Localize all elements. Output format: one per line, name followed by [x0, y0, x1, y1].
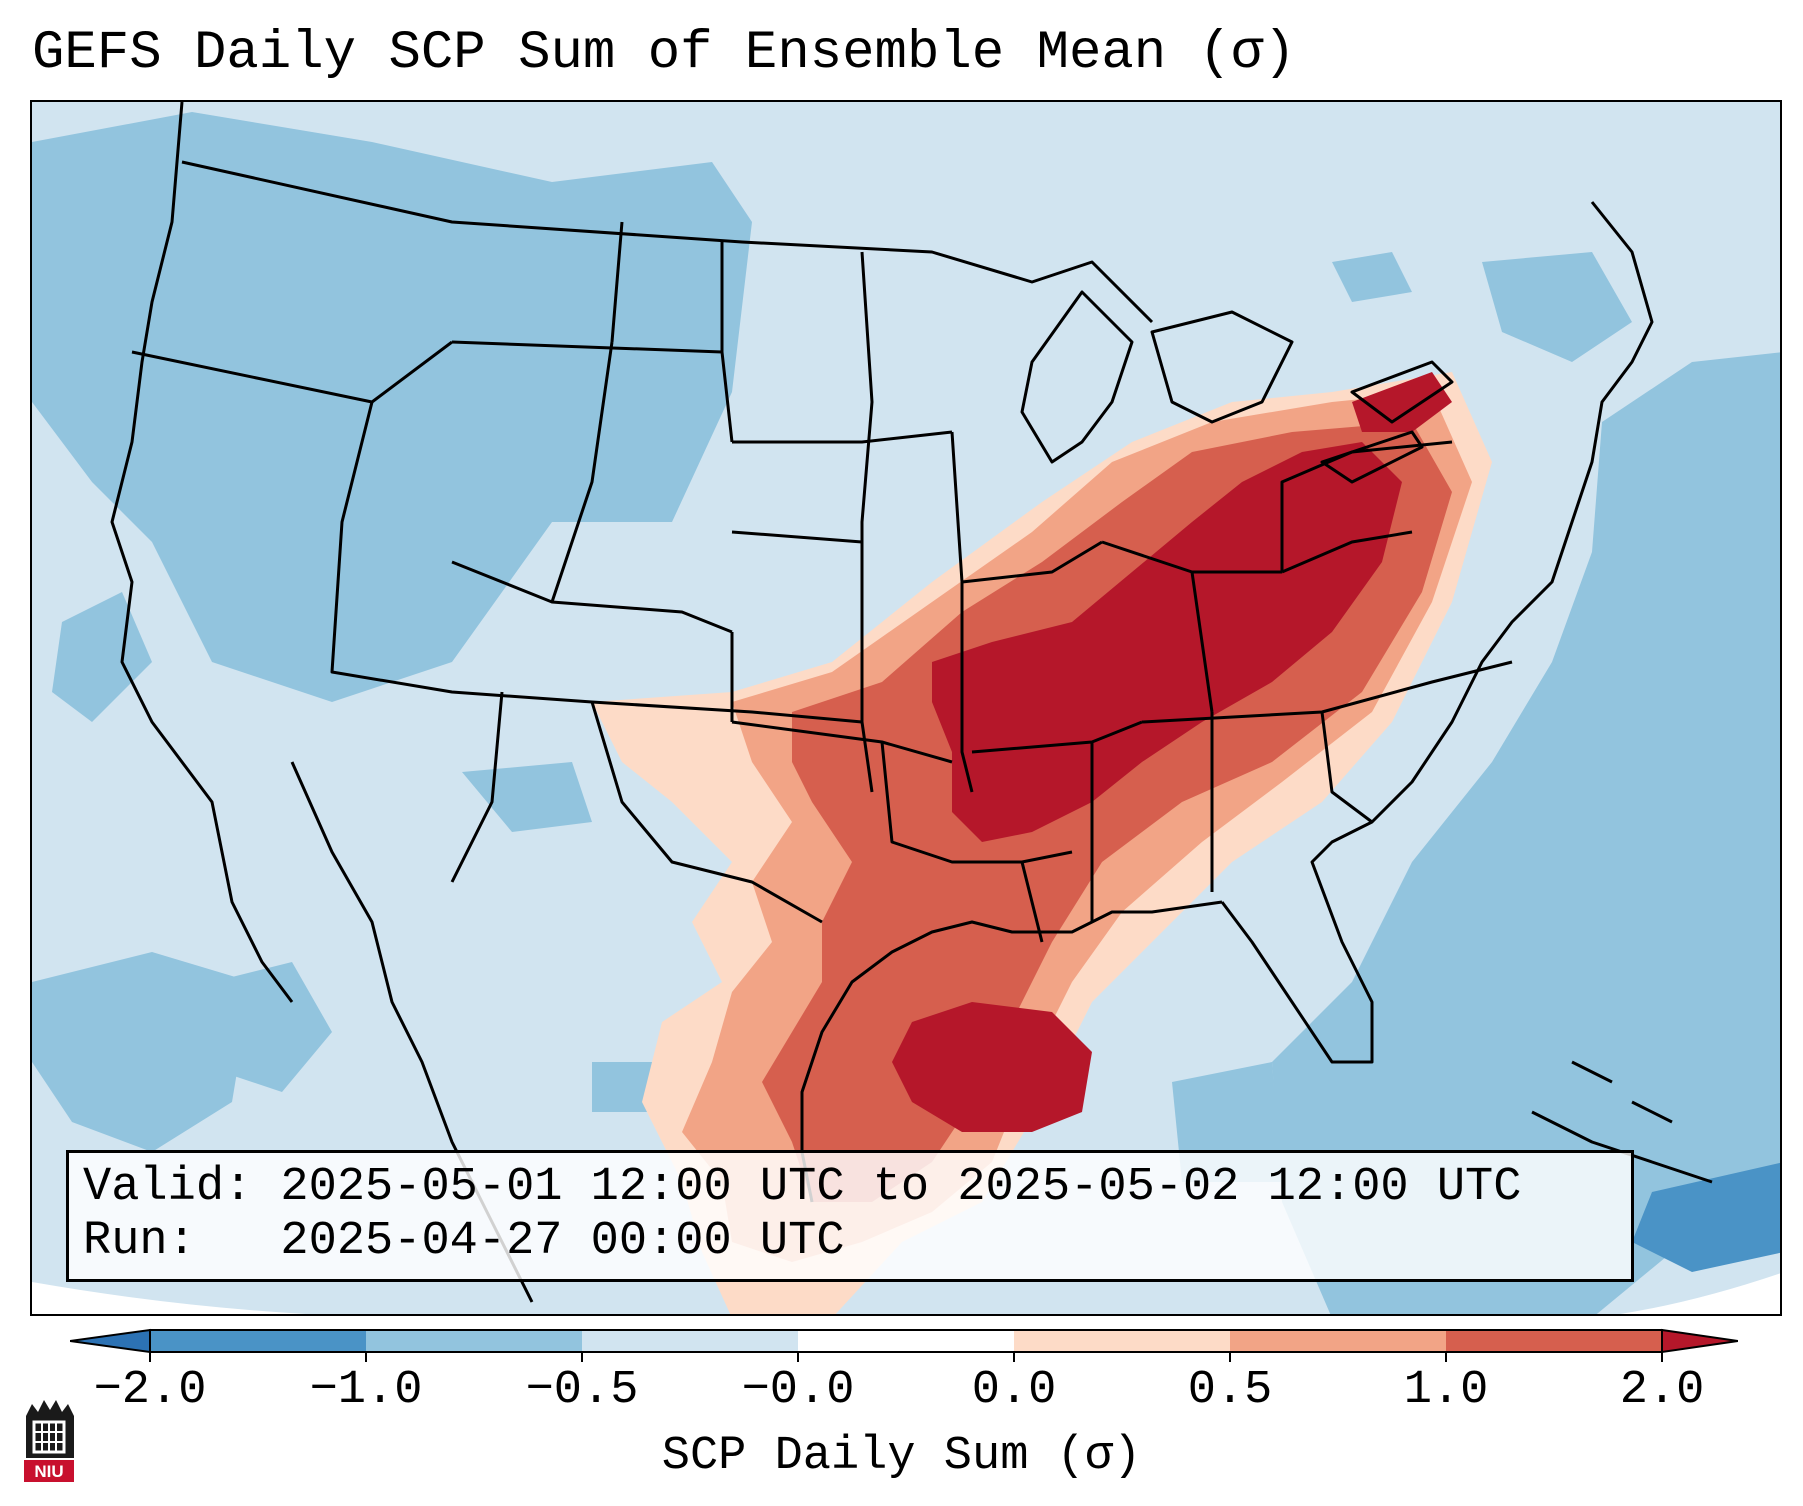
- logo-text: NIU: [34, 1462, 63, 1481]
- colorbar-label: SCP Daily Sum (σ): [661, 1430, 1142, 1483]
- map-title: GEFS Daily SCP Sum of Ensemble Mean (σ): [32, 23, 1296, 84]
- colorbar-tick-label: 1.0: [1403, 1364, 1489, 1417]
- map-panel: [30, 100, 1782, 1316]
- map-boundaries: [110, 102, 1713, 1303]
- colorbar-tick-label: −1.0: [309, 1364, 423, 1417]
- colorbar-segment: [1230, 1330, 1446, 1352]
- colorbar-tick-label: −0.5: [525, 1364, 639, 1417]
- colorbar-extend-high: [1661, 1328, 1738, 1354]
- colorbar-tick-label: 2.0: [1619, 1364, 1705, 1417]
- colorbar-tick-label: 0.5: [1187, 1364, 1273, 1417]
- colorbar-segment: [582, 1330, 798, 1352]
- run-time-text: Run: 2025-04-27 00:00 UTC: [83, 1215, 845, 1268]
- colorbar-tick-label: 0.0: [971, 1364, 1057, 1417]
- valid-time-text: Valid: 2025-05-01 12:00 UTC to 2025-05-0…: [83, 1161, 1522, 1214]
- colorbar-segment: [1014, 1330, 1230, 1352]
- colorbar-extend-low: [70, 1328, 151, 1354]
- niu-logo-icon: NIU: [24, 1400, 74, 1482]
- colorbar-segment: [1446, 1330, 1662, 1352]
- colorbar-ticks: −2.0 −1.0 −0.5 −0.0 0.0 0.5 1.0 2.0: [0, 1366, 1803, 1426]
- colorbar-tick-label: −2.0: [93, 1364, 207, 1417]
- colorbar-segment: [150, 1330, 366, 1352]
- colorbar-tick-label: −0.0: [741, 1364, 855, 1417]
- map-canvas: [32, 102, 1780, 1314]
- info-box: Valid: 2025-05-01 12:00 UTC to 2025-05-0…: [66, 1150, 1634, 1282]
- colorbar-segment: [366, 1330, 582, 1352]
- colorbar: [70, 1328, 1738, 1362]
- colorbar-segment: [798, 1330, 1014, 1352]
- red-anomaly-shading: [592, 372, 1492, 1314]
